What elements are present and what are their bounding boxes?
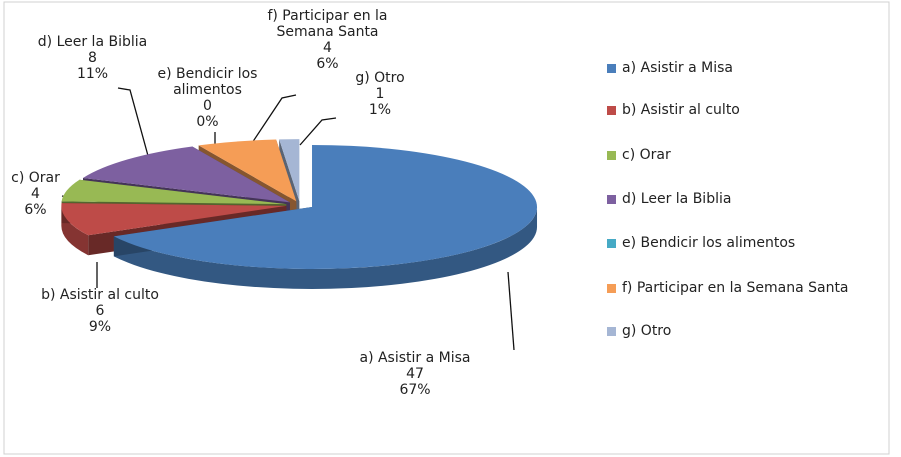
- legend-swatch: [607, 239, 616, 248]
- label-value: 1: [375, 86, 385, 102]
- label-name: c) Orar: [11, 170, 60, 186]
- label-percent: 0%: [196, 114, 219, 130]
- label-percent: 6%: [316, 56, 339, 72]
- leader-line: [507, 271, 515, 351]
- legend-label: g) Otro: [622, 323, 672, 339]
- slice-top: [82, 146, 290, 203]
- legend-entry: e) Bendicir los alimentos: [607, 235, 892, 252]
- leader-lines: [61, 87, 515, 351]
- leader-line: [117, 87, 151, 164]
- label-value: 47: [406, 366, 424, 382]
- label-percent: 67%: [399, 382, 431, 398]
- slice-top: [198, 139, 297, 202]
- label-name: b) Asistir al culto: [41, 287, 159, 303]
- leader-line: [299, 117, 337, 146]
- label-percent: 1%: [368, 102, 392, 118]
- legend-entry: c) Orar: [607, 147, 892, 164]
- data-label: c) Orar 4 6%: [8, 170, 63, 218]
- legend-entry: a) Asistir a Misa: [607, 60, 892, 77]
- data-label: f) Participar en la Semana Santa 4 6%: [240, 8, 415, 72]
- legend-label: e) Bendicir los alimentos: [622, 235, 796, 251]
- slice-side: [113, 206, 538, 289]
- label-name: d) Leer la Biblia: [37, 34, 148, 50]
- label-name: f) Participar en la Semana Santa: [267, 8, 388, 40]
- data-label: e) Bendicir los alimentos 0 0%: [145, 66, 270, 130]
- leader-line: [249, 94, 297, 147]
- legend-swatch: [607, 64, 616, 73]
- slice-top: [61, 179, 287, 205]
- slice-top: [61, 203, 287, 236]
- legend-entry: d) Leer la Biblia: [607, 191, 892, 208]
- pie-slice: [113, 144, 538, 289]
- slice-top: [279, 139, 300, 202]
- label-name: e) Bendicir los alimentos: [157, 66, 258, 98]
- legend-entry: f) Participar en la Semana Santa: [607, 280, 892, 297]
- label-value: 4: [323, 40, 332, 56]
- label-name: g) Otro: [355, 70, 405, 86]
- data-label: g) Otro 1 1%: [340, 70, 420, 118]
- legend-swatch: [607, 151, 616, 160]
- label-value: 8: [88, 50, 97, 66]
- legend-swatch: [607, 195, 616, 204]
- legend-label: a) Asistir a Misa: [622, 60, 734, 76]
- label-name: a) Asistir a Misa: [359, 350, 471, 366]
- legend-label: d) Leer la Biblia: [622, 191, 732, 207]
- legend-label: b) Asistir al culto: [622, 102, 740, 118]
- label-value: 6: [95, 303, 105, 319]
- label-percent: 9%: [88, 319, 112, 335]
- slice-side: [61, 205, 89, 256]
- legend-swatch: [607, 284, 616, 293]
- legend-swatch: [607, 106, 616, 115]
- data-label: a) Asistir a Misa 47 67%: [350, 350, 480, 398]
- slice-top: [113, 144, 538, 269]
- label-value: 4: [31, 186, 40, 202]
- legend-label: f) Participar en la Semana Santa: [622, 280, 849, 296]
- border: [3, 1, 890, 455]
- label-percent: 6%: [24, 202, 47, 218]
- legend-label: c) Orar: [622, 147, 671, 163]
- legend-entry: g) Otro: [607, 323, 892, 340]
- label-percent: 11%: [76, 66, 109, 82]
- data-label: b) Asistir al culto 6 9%: [5, 287, 195, 335]
- data-label: d) Leer la Biblia 8 11%: [10, 34, 175, 82]
- label-value: 0: [203, 98, 212, 114]
- legend-swatch: [607, 327, 616, 336]
- legend-entry: b) Asistir al culto: [607, 102, 892, 119]
